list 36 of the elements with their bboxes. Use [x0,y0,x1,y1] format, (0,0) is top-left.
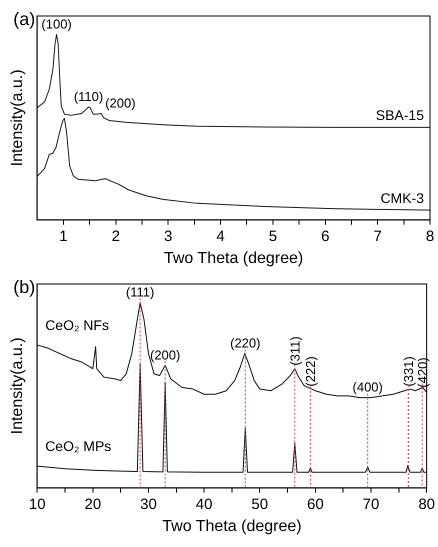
annotation: (331) [400,356,416,387]
x-tick-label: 8 [426,228,434,245]
x-tick-label: 4 [216,228,225,245]
x-tick-label: 2 [112,228,120,245]
annotation: (220) [230,336,260,351]
chart-title: (a) [13,8,36,29]
x-tick-label: 6 [321,228,330,245]
series-label: CeO₂ MPs [45,438,112,454]
x-tick-label: 5 [268,228,278,245]
y-axis-title: Intensity(a.u.) [9,337,26,434]
chart-title: (b) [13,276,36,297]
x-axis-title: Two Theta (degree) [164,250,304,267]
x-axis-title: Two Theta (degree) [162,518,302,535]
x-tick-label: 60 [307,496,324,513]
annotation: (110) [74,89,104,104]
annotation: (111) [126,284,154,300]
x-tick-label: 20 [84,496,102,513]
x-tick-label: 3 [164,228,172,245]
series-label: CeO₂ NFs [45,316,109,333]
annotation: (100) [41,16,72,32]
annotation: (200) [105,96,136,111]
series-label: CMK-3 [380,190,424,206]
x-tick-label: 30 [140,496,157,513]
x-tick-label: 10 [28,496,46,513]
annotation: (400) [352,380,383,395]
x-tick-label: 50 [251,496,268,513]
x-tick-label: 1 [59,228,68,245]
annotation: (222) [302,356,318,387]
annotation: (200) [150,347,180,362]
x-tick-label: 7 [373,228,382,245]
y-axis-title: Intensity(a.u.) [9,69,26,166]
x-tick-label: 70 [362,496,380,513]
x-tick-label: 80 [418,496,435,513]
series-label: SBA-15 [376,107,424,124]
x-tick-label: 40 [196,496,212,513]
annotation: (311) [287,336,302,366]
